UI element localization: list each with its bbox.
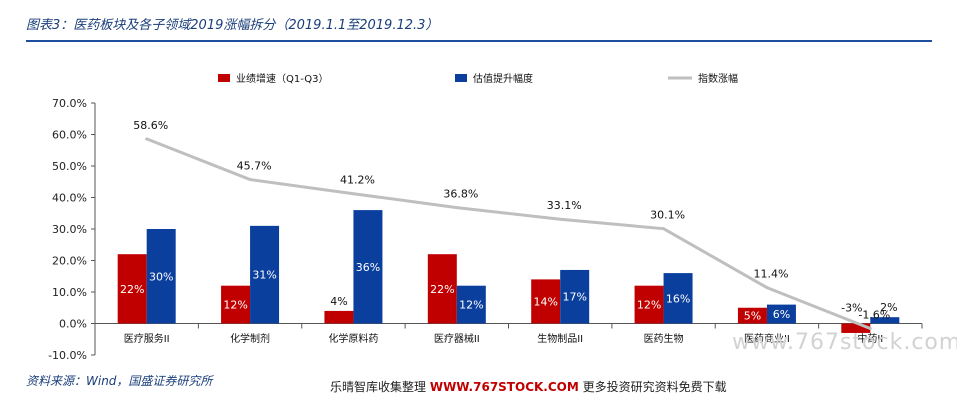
bar-series-2: [250, 225, 280, 324]
bar-series-2: [560, 269, 590, 324]
x-tick-label: 中药II: [857, 332, 883, 345]
bar-label-series-1: 22%: [430, 283, 454, 296]
line-label: 36.8%: [443, 188, 478, 201]
bar-series-2: [353, 210, 383, 324]
bar-label-series-1: 14%: [533, 295, 557, 308]
line-label: 30.1%: [650, 209, 685, 222]
y-tick-label: 70.0%: [52, 97, 87, 110]
bar-label-series-2: 2%: [880, 301, 897, 314]
footer-url[interactable]: WWW.767STOCK.COM: [429, 380, 579, 394]
x-tick-label: 化学原料药: [328, 332, 378, 345]
bar-series-1: [531, 279, 561, 324]
y-tick-label: 40.0%: [52, 192, 87, 205]
bar-series-1: [841, 323, 871, 333]
line-label: -1.6%: [858, 309, 890, 322]
y-tick-label: 0.0%: [59, 318, 87, 331]
footer-suffix: 更多投资研究资料免费下载: [578, 380, 727, 394]
bar-label-series-2: 6%: [773, 308, 790, 321]
bar-series-1: [117, 254, 147, 324]
line-series: 58.6% 45.7% 41.2% 36.8% 33.1% 30.1% 11.4% -1.6%: [133, 119, 890, 331]
bar-series-2: [146, 229, 176, 324]
bar-label-series-1: 12%: [223, 299, 247, 312]
bar-label-series-1: 4%: [330, 295, 347, 308]
bar-series-2: [870, 317, 900, 324]
bar-series-1: [737, 307, 767, 324]
bar-series-1: [634, 285, 664, 324]
legend-swatch-1: [218, 74, 230, 82]
legend: 业绩增速（Q1-Q3） 估值提升幅度 指数涨幅: [218, 72, 738, 85]
bar-label-series-2: 12%: [459, 299, 483, 312]
y-tick-label: 50.0%: [52, 160, 87, 173]
bar-label-series-2: 36%: [356, 261, 380, 274]
x-tick-label: 医药生物: [644, 332, 684, 345]
line-label: 33.1%: [547, 199, 582, 212]
line-point: [145, 137, 149, 141]
axes: -10.0% 0.0% 10.0% 20.0% 30.0% 40.0% 50.0% 60.0%…: [48, 97, 923, 362]
bar-label-series-1: -3%: [841, 302, 862, 315]
x-tick-label: 生物制品II: [537, 332, 583, 345]
line-point: [351, 192, 355, 196]
y-tick-label: 20.0%: [52, 255, 87, 268]
y-tick-label: -10.0%: [48, 349, 87, 362]
x-tick-label: 医药商业II: [744, 332, 790, 345]
bar-label-series-2: 31%: [252, 269, 276, 282]
line-point: [868, 327, 872, 331]
bar-series-2: [456, 285, 486, 324]
line-point: [455, 206, 459, 210]
legend-label-2: 估值提升幅度: [473, 72, 533, 85]
source-note: 资料来源：Wind，国盛证券研究所: [26, 374, 213, 388]
line-label: 45.7%: [237, 160, 272, 173]
line-point: [662, 227, 666, 231]
legend-label-3: 指数涨幅: [698, 72, 738, 85]
bar-series-1: [427, 254, 457, 324]
line-point: [248, 178, 252, 182]
bar-series-2: [663, 273, 693, 324]
chart-title: 图表3：医药板块及各子领域2019涨幅拆分（2019.1.1至2019.12.3…: [26, 18, 439, 33]
watermark: www.767stock.com: [732, 330, 957, 355]
y-tick-label: 30.0%: [52, 223, 87, 236]
legend-label-1: 业绩增速（Q1-Q3）: [236, 72, 328, 85]
bar-label-series-1: 5%: [744, 310, 761, 323]
x-tick-label: 化学制剂: [230, 332, 270, 345]
footer-prefix: 乐晴智库收集整理: [330, 380, 430, 394]
bar-label-series-1: 22%: [120, 283, 144, 296]
bar-series-2: [766, 304, 796, 324]
line-label: 11.4%: [753, 268, 788, 281]
y-tick-label: 10.0%: [52, 286, 87, 299]
x-tick-label: 医疗服务II: [124, 332, 170, 345]
line-label: 41.2%: [340, 174, 375, 187]
y-tick-label: 60.0%: [52, 129, 87, 142]
line-index-gain: [146, 137, 871, 330]
footer-banner: 乐晴智库收集整理 WWW.767STOCK.COM 更多投资研究资料免费下载: [330, 378, 727, 395]
legend-swatch-2: [455, 74, 467, 82]
bar-label-series-1: 12%: [637, 299, 661, 312]
line-point: [558, 217, 562, 221]
bar-label-series-2: 17%: [562, 291, 586, 304]
title-rule: [26, 40, 932, 42]
bar-label-series-2: 16%: [666, 292, 690, 305]
bar-series-1: [324, 310, 354, 324]
x-tick-label: 医疗器械II: [434, 332, 480, 345]
line-point: [765, 286, 769, 290]
bar-label-series-2: 30%: [149, 270, 173, 283]
line-label: 58.6%: [133, 119, 168, 132]
bars: 22% 30% 12% 31% 4% 36% 22% 12% 14% 17% 12% 16% 5% 6% -…: [117, 210, 900, 333]
bar-series-1: [221, 285, 251, 324]
